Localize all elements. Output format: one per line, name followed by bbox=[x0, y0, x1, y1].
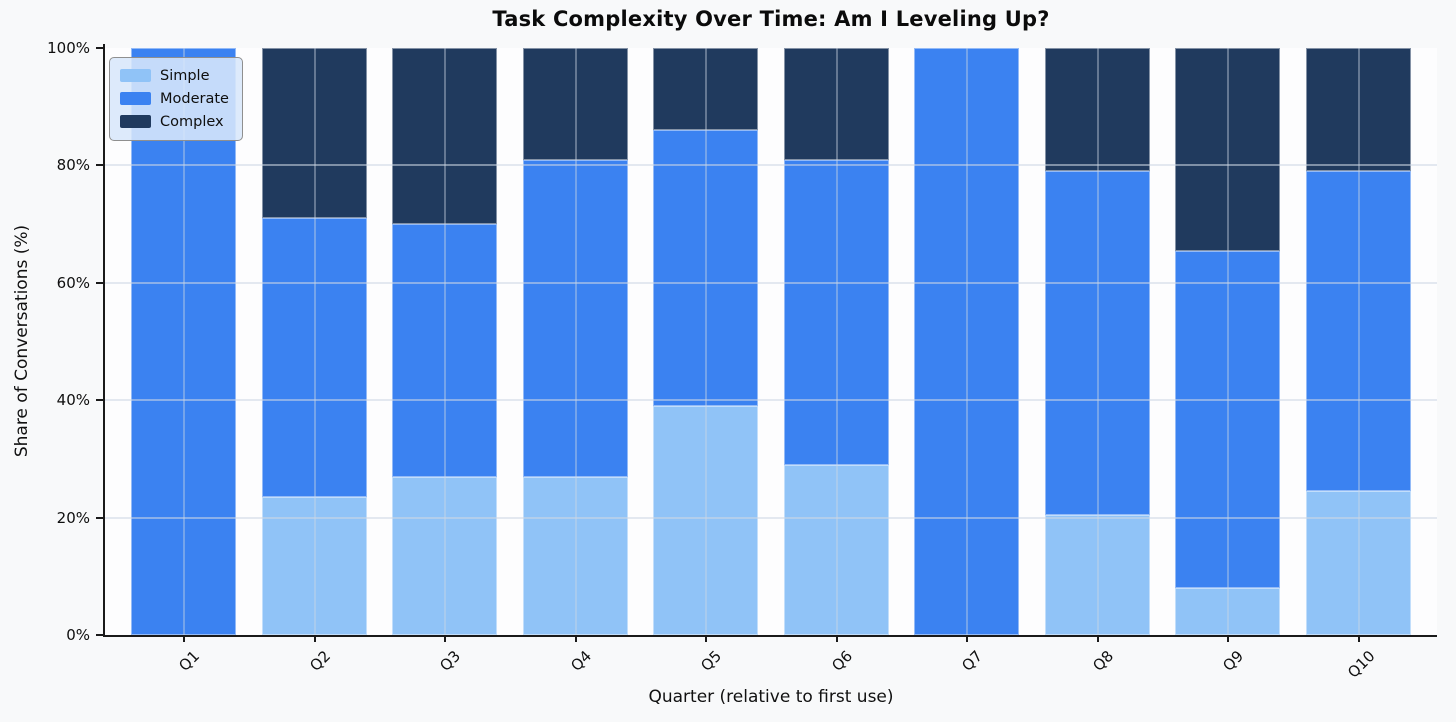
bar-segment-complex-q3 bbox=[392, 48, 498, 225]
bar-q9 bbox=[1175, 48, 1281, 635]
bar-segment-simple-q3 bbox=[392, 476, 498, 635]
bar-q4 bbox=[522, 48, 628, 635]
legend: Simple Moderate Complex bbox=[109, 57, 243, 141]
x-tick-label-q8: Q8 bbox=[1089, 647, 1118, 675]
bar-q7 bbox=[914, 48, 1020, 635]
plot-area: Q1 Q2 Q3 Q4 Q5 Q6 Q7 Q8 Q9 Q10 Simple Moderate Comp… bbox=[103, 44, 1437, 682]
legend-items: Simple Moderate Complex bbox=[120, 64, 229, 133]
bar-segment-moderate-q5 bbox=[653, 130, 759, 407]
y-tick-mark-80 bbox=[96, 164, 104, 167]
x-tick-label-q5: Q5 bbox=[697, 647, 726, 675]
x-tick-mark-q6 bbox=[835, 635, 838, 642]
x-tick-mark-q4 bbox=[574, 635, 577, 642]
bar-q5 bbox=[653, 48, 759, 635]
x-tick-mark-q5 bbox=[704, 635, 707, 642]
bar-segment-moderate-q8 bbox=[1044, 171, 1150, 515]
x-tick-label-q4: Q4 bbox=[567, 647, 596, 675]
bar-q8 bbox=[1044, 48, 1150, 635]
y-tick-label-40: 40% bbox=[56, 391, 90, 410]
legend-item-complex: Complex bbox=[120, 110, 229, 133]
bar-segment-moderate-q6 bbox=[783, 159, 889, 465]
bar-segment-moderate-q2 bbox=[261, 218, 367, 498]
y-axis-line bbox=[103, 44, 105, 635]
y-tick-mark-40 bbox=[96, 399, 104, 402]
y-tick-label-80: 80% bbox=[56, 156, 90, 175]
legend-label-simple: Simple bbox=[160, 67, 210, 84]
bar-segment-complex-q4 bbox=[522, 48, 628, 160]
bar-q10 bbox=[1305, 48, 1411, 635]
chart-title: Task Complexity Over Time: Am I Leveling… bbox=[492, 7, 1050, 31]
x-tick-mark-q3 bbox=[443, 635, 446, 642]
x-tick-label-q1: Q1 bbox=[175, 647, 204, 675]
y-tick-label-20: 20% bbox=[56, 508, 90, 527]
bar-segment-simple-q5 bbox=[653, 406, 759, 635]
legend-swatch-simple-icon bbox=[120, 69, 151, 82]
x-tick-mark-q2 bbox=[313, 635, 316, 642]
y-tick-label-60: 60% bbox=[56, 273, 90, 292]
y-tick-mark-60 bbox=[96, 281, 104, 284]
legend-label-complex: Complex bbox=[160, 113, 224, 130]
bar-segment-moderate-q10 bbox=[1305, 171, 1411, 492]
bar-segment-complex-q9 bbox=[1175, 48, 1281, 251]
y-tick-mark-100 bbox=[96, 47, 104, 49]
x-tick-label-q6: Q6 bbox=[828, 647, 857, 675]
y-tick-label-0: 0% bbox=[66, 626, 90, 644]
y-axis-label: Share of Conversations (%) bbox=[12, 224, 32, 458]
x-tick-mark-q9 bbox=[1226, 635, 1229, 642]
y-tick-label-100: 100% bbox=[47, 39, 90, 57]
legend-swatch-complex-icon bbox=[120, 115, 151, 128]
bar-segment-moderate-q9 bbox=[1175, 250, 1281, 589]
x-tick-label-q9: Q9 bbox=[1219, 647, 1248, 675]
bar-segment-complex-q10 bbox=[1305, 48, 1411, 172]
x-tick-label-q2: Q2 bbox=[306, 647, 335, 675]
y-tick-mark-0 bbox=[96, 634, 104, 636]
x-tick-mark-q1 bbox=[182, 635, 185, 642]
bar-segment-moderate-q7 bbox=[914, 48, 1020, 635]
bar-segment-complex-q2 bbox=[261, 48, 367, 219]
x-tick-label-q3: Q3 bbox=[436, 647, 465, 675]
bar-q1 bbox=[131, 48, 236, 635]
bar-q6 bbox=[783, 48, 889, 635]
x-tick-label-q7: Q7 bbox=[958, 647, 987, 675]
legend-item-simple: Simple bbox=[120, 64, 229, 87]
legend-label-moderate: Moderate bbox=[160, 90, 229, 107]
bar-segment-simple-q4 bbox=[522, 476, 628, 635]
bar-segment-moderate-q4 bbox=[522, 159, 628, 477]
bar-q2 bbox=[261, 48, 367, 635]
bar-segment-complex-q8 bbox=[1044, 48, 1150, 172]
bar-segment-simple-q6 bbox=[783, 464, 889, 635]
x-tick-label-q10: Q10 bbox=[1343, 647, 1379, 682]
legend-item-moderate: Moderate bbox=[120, 87, 229, 110]
bar-segment-moderate-q3 bbox=[392, 224, 498, 477]
bar-segment-complex-q5 bbox=[653, 48, 759, 131]
y-tick-mark-20 bbox=[96, 516, 104, 519]
bar-segment-simple-q10 bbox=[1305, 491, 1411, 635]
bar-segment-moderate-q1 bbox=[131, 48, 236, 635]
x-tick-mark-q8 bbox=[1096, 635, 1099, 642]
bar-segment-simple-q2 bbox=[261, 497, 367, 635]
x-axis-label: Quarter (relative to first use) bbox=[648, 687, 894, 707]
legend-swatch-moderate-icon bbox=[120, 92, 151, 105]
bars-container bbox=[105, 48, 1437, 635]
bar-segment-simple-q8 bbox=[1044, 514, 1150, 635]
bar-q3 bbox=[392, 48, 498, 635]
bar-segment-complex-q6 bbox=[783, 48, 889, 160]
bar-segment-simple-q9 bbox=[1175, 588, 1281, 635]
x-tick-mark-q7 bbox=[965, 635, 968, 642]
x-tick-mark-q10 bbox=[1357, 635, 1360, 642]
x-axis-line bbox=[103, 635, 1437, 637]
